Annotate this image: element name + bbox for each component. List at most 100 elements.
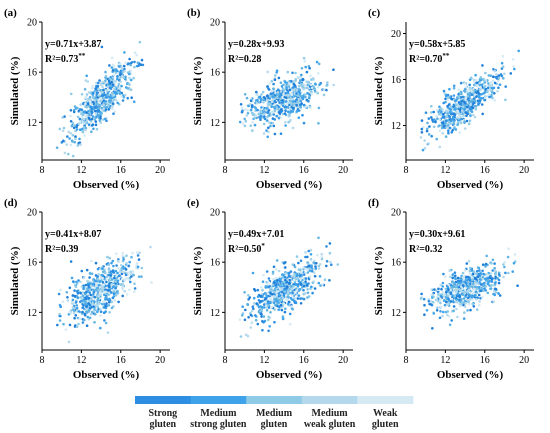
data-point [271,277,275,281]
data-point [72,309,76,313]
data-point [253,289,257,292]
data-point [265,281,269,284]
data-point [493,99,497,102]
data-point [61,300,65,304]
data-point [99,83,103,86]
data-point [106,93,109,97]
data-point [453,282,456,285]
data-point [107,263,111,267]
data-point [325,84,329,87]
data-point [304,280,307,283]
data-point [320,253,324,256]
data-point [497,273,501,276]
r-squared: R²=0.73** [45,52,86,65]
data-point [299,94,303,98]
panel-letter: (f) [368,197,379,209]
data-point [439,283,443,287]
data-point [290,287,294,291]
data-point [497,281,501,285]
data-point [252,307,255,311]
data-point [273,308,277,311]
data-point [452,290,456,294]
x-tick-label: 20 [155,165,165,176]
data-point [448,110,452,114]
data-point [291,126,295,130]
data-point [315,60,319,64]
data-point [70,276,74,280]
data-point [86,113,89,117]
data-point [97,294,101,298]
data-point [425,127,429,131]
data-point [88,276,91,279]
data-point [58,319,62,322]
data-point [298,103,302,107]
data-point [244,333,248,337]
data-point [443,92,447,95]
data-point [290,103,293,106]
data-point [461,271,465,275]
data-point [84,126,88,130]
data-point [82,125,86,129]
x-tick-label: 16 [116,165,126,176]
data-point [85,324,89,328]
data-point [101,93,105,97]
data-point [91,91,95,95]
data-point [446,112,450,115]
data-point [289,107,293,111]
data-point [92,288,95,292]
data-point [473,88,477,92]
data-point [443,303,447,307]
data-point [109,101,112,104]
data-point [452,122,456,125]
data-point [276,300,279,303]
data-point [78,317,82,320]
x-tick-label: 8 [223,355,228,366]
data-point [446,124,450,127]
data-point [117,266,120,270]
data-point [447,129,450,132]
data-point [256,295,260,299]
data-point [115,291,119,294]
data-point [453,271,457,275]
data-point [77,109,81,113]
data-point [307,277,311,281]
data-point [307,64,311,68]
data-point [309,83,313,86]
data-point [456,121,460,124]
data-point [110,283,114,286]
data-point [128,260,131,264]
data-point [494,75,498,79]
data-point [280,308,284,312]
data-point [267,306,271,309]
data-point [513,67,516,71]
data-point [325,264,328,268]
data-point [108,281,111,285]
data-point [95,284,98,287]
data-point [110,261,113,265]
data-point [462,114,466,117]
data-point [277,269,281,273]
data-point [308,105,312,109]
data-point [85,295,89,299]
data-point [102,103,105,106]
data-point [306,296,309,299]
data-point [96,305,99,309]
y-tick-label: 16 [210,68,220,79]
x-axis-title: Observed (%) [73,179,140,191]
data-point [436,293,440,296]
x-axis-title: Observed (%) [256,369,323,381]
data-point [294,78,298,81]
data-point [282,282,285,286]
data-point [442,299,446,302]
data-point [432,312,436,315]
fit-equation: y=0.58x+5.85 [409,39,465,50]
data-point [76,308,79,312]
data-point [476,90,480,94]
y-tick-label: 12 [391,308,401,319]
data-point [330,263,333,267]
data-point [75,306,79,310]
data-point [457,279,461,283]
data-point [291,99,295,103]
data-point [430,134,434,138]
data-point [436,117,439,120]
